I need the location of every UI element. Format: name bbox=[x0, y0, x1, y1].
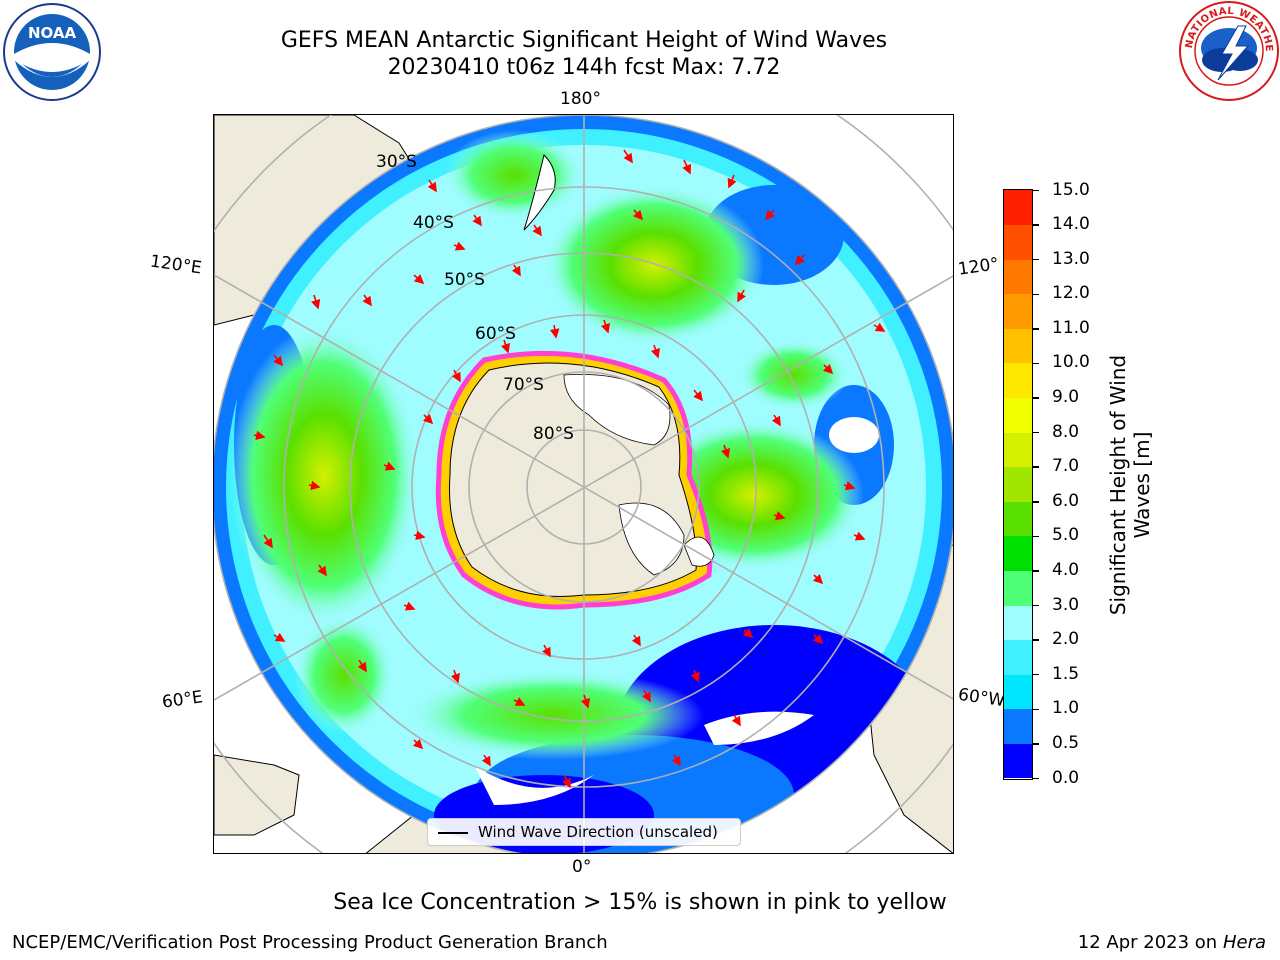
colorbar-tick-mark bbox=[1033, 397, 1039, 399]
colorbar-tick-label: 12.0 bbox=[1052, 283, 1090, 304]
lon-label-0: 0° bbox=[572, 857, 592, 877]
colorbar-tick-label: 7.0 bbox=[1052, 456, 1080, 477]
land-antarctic-peninsula bbox=[683, 536, 715, 567]
colorbar-segment bbox=[1004, 432, 1032, 468]
noaa-logo-text: NOAA bbox=[28, 24, 77, 42]
wind-wave-arrows bbox=[253, 149, 886, 789]
footer-date: 12 Apr 2023 on Hera bbox=[1078, 932, 1266, 953]
legend-line-swatch bbox=[438, 832, 468, 834]
lat-label-80s: 80°S bbox=[533, 424, 574, 444]
legend-label: Wind Wave Direction (unscaled) bbox=[478, 823, 718, 841]
colorbar-tick-label: 1.0 bbox=[1052, 698, 1080, 719]
colorbar-tick-mark bbox=[1033, 431, 1039, 434]
land-new-zealand bbox=[523, 154, 556, 231]
colorbar-tick-mark bbox=[1033, 258, 1039, 261]
colorbar-tick-label: 5.0 bbox=[1052, 525, 1080, 546]
colorbar-segment bbox=[1004, 708, 1032, 744]
colorbar-tick-mark bbox=[1033, 743, 1039, 745]
polar-map bbox=[214, 115, 953, 853]
colorbar-tick-mark bbox=[1033, 570, 1039, 572]
colorbar-segment bbox=[1004, 224, 1032, 260]
colorbar-tick-label: 13.0 bbox=[1052, 248, 1090, 269]
colorbar-tick-label: 8.0 bbox=[1052, 421, 1080, 442]
colorbar-segment bbox=[1004, 570, 1032, 606]
lat-label-30s: 30°S bbox=[376, 152, 417, 172]
graticule bbox=[214, 115, 953, 853]
footer-date-text: 12 Apr 2023 on bbox=[1077, 932, 1223, 953]
colorbar-tick-mark bbox=[1033, 189, 1039, 192]
colorbar-segment bbox=[1004, 397, 1032, 433]
colorbar-tick-label: 1.5 bbox=[1052, 663, 1080, 684]
colorbar-tick-label: 14.0 bbox=[1052, 214, 1090, 235]
lon-label-180: 180° bbox=[560, 89, 601, 109]
lat-label-50s: 50°S bbox=[444, 270, 485, 290]
colorbar-tick-label: 2.0 bbox=[1052, 629, 1080, 650]
colorbar-tick-mark bbox=[1033, 466, 1039, 468]
colorbar-tick-label: 3.0 bbox=[1052, 594, 1080, 615]
colorbar-segment bbox=[1004, 501, 1032, 537]
colorbar-segment bbox=[1004, 293, 1032, 329]
colorbar-segment bbox=[1004, 535, 1032, 571]
colorbar-tick-mark bbox=[1033, 639, 1039, 641]
noaa-logo: NOAA bbox=[2, 2, 102, 102]
colorbar-tick-mark bbox=[1033, 708, 1039, 711]
lon-label-120w: 120° bbox=[956, 254, 1001, 280]
colorbar-tick-mark bbox=[1033, 673, 1039, 676]
colorbar-segment bbox=[1004, 328, 1032, 364]
colorbar-segment bbox=[1004, 362, 1032, 399]
colorbar-tick-label: 4.0 bbox=[1052, 559, 1080, 580]
ice-shelf-weddell bbox=[618, 502, 685, 576]
lat-label-40s: 40°S bbox=[413, 213, 454, 233]
lon-label-120e: 120°E bbox=[148, 251, 203, 279]
colorbar-tick-mark bbox=[1033, 224, 1039, 226]
map-panel bbox=[213, 114, 954, 854]
colorbar-tick-label: 0.0 bbox=[1052, 767, 1080, 788]
chart-subtitle: 20230410 t06z 144h fcst Max: 7.72 bbox=[387, 55, 781, 80]
sea-ice-note: Sea Ice Concentration > 15% is shown in … bbox=[333, 890, 947, 915]
colorbar-tick-label: 0.5 bbox=[1052, 732, 1080, 753]
chart-title: GEFS MEAN Antarctic Significant Height o… bbox=[280, 28, 888, 53]
colorbar-segment bbox=[1004, 674, 1032, 710]
lat-label-60s: 60°S bbox=[475, 324, 516, 344]
lon-label-60e: 60°E bbox=[160, 687, 205, 713]
lat-label-70s: 70°S bbox=[503, 375, 544, 395]
footer-host: Hera bbox=[1222, 932, 1266, 953]
colorbar-tick-label: 11.0 bbox=[1052, 317, 1090, 338]
colorbar-segment bbox=[1004, 190, 1032, 226]
colorbar-tick-mark bbox=[1033, 362, 1039, 365]
colorbar-label: Significant Height of Wind Waves [m] bbox=[1106, 354, 1154, 616]
colorbar-tick-label: 15.0 bbox=[1052, 179, 1090, 200]
footer-credit: NCEP/EMC/Verification Post Processing Pr… bbox=[12, 932, 608, 953]
colorbar-segment bbox=[1004, 466, 1032, 502]
colorbar-tick-mark bbox=[1033, 293, 1039, 295]
nws-logo: NATIONAL WEATHER SERVICE bbox=[1174, 0, 1280, 102]
colorbar-segment bbox=[1004, 743, 1032, 779]
colorbar-tick-mark bbox=[1033, 501, 1039, 503]
colorbar-segment bbox=[1004, 605, 1032, 641]
map-legend: Wind Wave Direction (unscaled) bbox=[427, 818, 741, 846]
colorbar-tick-label: 10.0 bbox=[1052, 352, 1090, 373]
colorbar-tick-mark bbox=[1033, 535, 1039, 538]
colorbar-segment bbox=[1004, 259, 1032, 295]
colorbar bbox=[1003, 189, 1033, 780]
colorbar-segment bbox=[1004, 639, 1032, 675]
colorbar-tick-mark bbox=[1033, 777, 1039, 780]
lon-label-60w: 60°W bbox=[956, 684, 1007, 712]
colorbar-tick-label: 6.0 bbox=[1052, 490, 1080, 511]
colorbar-tick-mark bbox=[1033, 328, 1039, 330]
colorbar-tick-mark bbox=[1033, 604, 1039, 607]
colorbar-tick-label: 9.0 bbox=[1052, 387, 1080, 408]
